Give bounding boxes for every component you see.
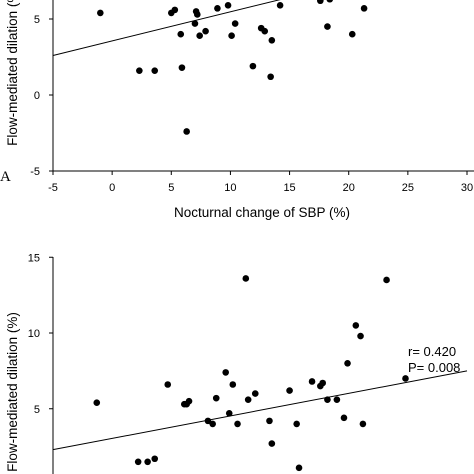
- panel-b-data-point: [383, 276, 390, 284]
- panel-b-data-point: [144, 458, 151, 466]
- panel-a-y-ticks: -5 0 5: [30, 14, 53, 178]
- panel-b: 5 10 15 Flow-mediated dilation (%) r= 0.42…: [5, 252, 468, 474]
- panel-a-data-point: [231, 20, 239, 27]
- panel-a-x-tick-label: 20: [343, 182, 355, 194]
- panel-b-data-point: [229, 381, 237, 388]
- panel-a-x-axis-title: Nocturnal change of SBP (%): [174, 205, 350, 220]
- panel-b-y-axis-title: Flow-mediated dilation (%): [5, 312, 20, 472]
- panel-a-x-tick-label: -5: [48, 182, 58, 194]
- panel-b-points: [93, 275, 409, 472]
- panel-a-data-point: [196, 32, 203, 40]
- panel-b-data-point: [242, 275, 250, 282]
- panel-a-data-point: [202, 27, 209, 35]
- panel-b-data-point: [134, 458, 142, 466]
- panel-b-trend-line: [52, 370, 468, 451]
- panel-a-x-tick-label: 10: [224, 182, 236, 194]
- panel-a-points: [97, 0, 368, 135]
- panel-b-data-point: [359, 420, 367, 428]
- panel-a-y-tick-label: 5: [34, 14, 40, 26]
- panel-a: -5 0 5 10 15 20 25 30 -5 0 5 A Flow-mediated dila…: [0, 0, 474, 220]
- panel-a-data-point: [151, 67, 159, 74]
- panel-a-data-point: [214, 5, 221, 12]
- panel-b-data-point: [286, 387, 293, 394]
- panel-a-trend-line: [52, 0, 281, 56]
- panel-b-y-ticks: 5 10 15: [28, 252, 53, 416]
- panel-a-data-point: [194, 11, 201, 18]
- panel-a-data-point: [249, 62, 257, 70]
- panel-a-y-axis-title: Flow-mediated dilation (%): [5, 0, 20, 146]
- panel-a-x-tick-label: 5: [168, 182, 174, 194]
- panel-b-data-point: [164, 381, 172, 388]
- panel-b-data-point: [340, 414, 348, 422]
- panel-b-data-point: [222, 369, 229, 376]
- panel-a-data-point: [267, 73, 274, 81]
- panel-a-letter: A: [0, 169, 11, 185]
- panel-b-data-point: [244, 396, 252, 403]
- panel-b-data-point: [352, 322, 360, 329]
- panel-b-data-point: [268, 440, 276, 447]
- panel-a-data-point: [191, 20, 199, 27]
- panel-b-data-point: [251, 390, 259, 397]
- panel-a-data-point: [261, 27, 269, 35]
- panel-b-data-point: [344, 360, 351, 367]
- panel-b-data-point: [295, 464, 303, 472]
- panel-b-data-point: [293, 420, 300, 428]
- panel-a-data-point: [326, 0, 333, 3]
- panel-a-x-tick-label: 30: [461, 182, 473, 194]
- panel-a-data-point: [317, 0, 324, 5]
- panel-a-x-tick-label: 0: [109, 182, 115, 194]
- panel-a-data-point: [348, 30, 356, 38]
- panel-a-y-tick-label: -5: [30, 166, 40, 178]
- panel-b-data-point: [212, 394, 220, 402]
- panel-a-data-point: [268, 36, 276, 44]
- panel-b-data-point: [324, 396, 331, 403]
- panel-b-data-point: [266, 417, 273, 425]
- panel-b-p-annotation: P= 0.008: [408, 360, 460, 375]
- panel-b-data-point: [225, 409, 233, 417]
- panel-b-data-point: [151, 455, 159, 463]
- panel-a-x-tick-label: 15: [283, 182, 295, 194]
- panel-b-data-point: [185, 397, 193, 405]
- panel-b-r-annotation: r= 0.420: [408, 344, 456, 359]
- panel-b-data-point: [204, 417, 212, 425]
- panel-a-data-point: [324, 23, 331, 30]
- panel-a-data-point: [177, 30, 185, 38]
- panel-a-x-ticks: -5 0 5 10 15 20 25 30: [48, 171, 473, 194]
- panel-b-data-point: [357, 332, 364, 340]
- panel-a-data-point: [276, 2, 284, 9]
- panel-b-data-point: [234, 420, 241, 428]
- panel-a-data-point: [97, 9, 104, 17]
- panel-b-data-point: [308, 378, 316, 385]
- panel-b-data-point: [402, 375, 409, 382]
- panel-a-data-point: [224, 2, 232, 9]
- panel-a-data-point: [183, 128, 190, 135]
- panel-b-y-tick-label: 15: [28, 252, 40, 264]
- panel-a-x-tick-label: 25: [402, 182, 414, 194]
- panel-b-data-point: [209, 420, 216, 428]
- panel-a-data-point: [228, 32, 235, 40]
- panel-b-data-point: [93, 399, 101, 406]
- panel-a-data-point: [360, 5, 368, 12]
- panel-b-data-point: [319, 379, 326, 387]
- panel-a-data-point: [171, 6, 179, 14]
- panel-b-y-tick-label: 10: [28, 328, 40, 340]
- panel-a-data-point: [178, 64, 186, 71]
- panel-b-y-tick-label: 5: [34, 404, 40, 416]
- panel-a-y-tick-label: 0: [34, 90, 40, 102]
- panel-b-data-point: [333, 396, 341, 403]
- panel-a-data-point: [136, 67, 143, 74]
